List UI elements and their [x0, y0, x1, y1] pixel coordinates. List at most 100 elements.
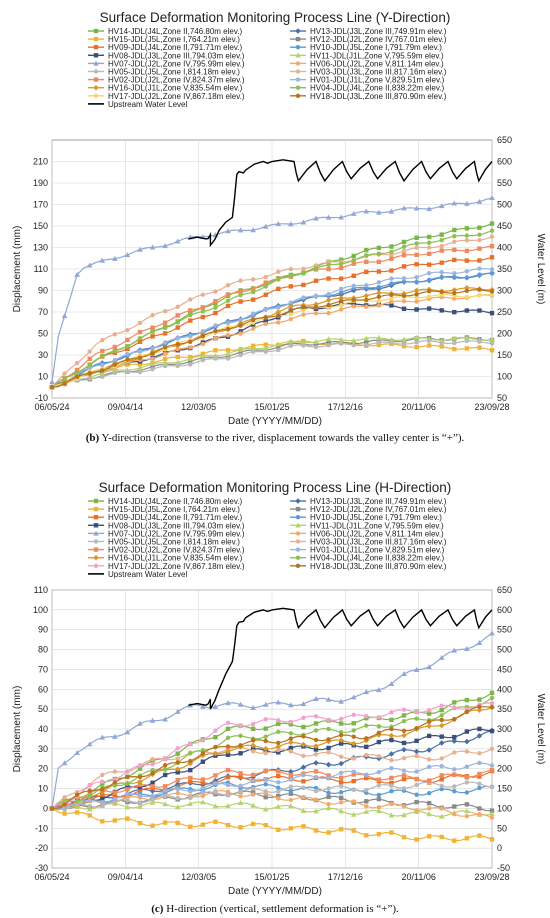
- data-point: [464, 814, 470, 819]
- data-point: [364, 342, 369, 348]
- series-9: [49, 195, 495, 385]
- series-11: [49, 338, 495, 390]
- data-point: [438, 722, 445, 729]
- legend-item: HV09-JDL(J4L,Zone II,791.71m elev.): [88, 43, 242, 52]
- data-point: [376, 792, 382, 798]
- legend-item: HV05-JDL(J5L,Zone I,814.18m elev.): [88, 538, 240, 547]
- data-point: [288, 788, 294, 794]
- caption-b-letter: (b): [85, 432, 100, 444]
- data-point: [426, 806, 432, 811]
- data-point: [162, 345, 168, 350]
- data-point: [376, 783, 382, 788]
- legend-swatch-marker: [93, 28, 99, 34]
- data-point: [389, 276, 394, 281]
- legend-item: HV07-JDL(J2L,Zone IV,795.99m elev.): [88, 59, 245, 68]
- data-point: [200, 352, 206, 358]
- data-point: [225, 803, 231, 809]
- data-point: [426, 733, 432, 739]
- legend-label: HV16-JDL(J1L,Zone V,835.54m elev.): [108, 554, 243, 563]
- data-point: [276, 773, 281, 779]
- legend-swatch-marker: [295, 563, 301, 568]
- data-point: [326, 794, 331, 800]
- data-point: [49, 379, 55, 385]
- data-point: [351, 772, 356, 777]
- data-point: [338, 775, 344, 780]
- data-point: [276, 729, 281, 735]
- data-point: [225, 298, 231, 303]
- data-point: [477, 232, 482, 237]
- series-line: [51, 267, 493, 388]
- data-point: [376, 285, 382, 290]
- data-point: [276, 769, 281, 774]
- chart-title: Surface Deformation Monitoring Process L…: [100, 10, 451, 25]
- data-point: [325, 214, 332, 220]
- data-point: [288, 317, 294, 322]
- data-point: [275, 803, 282, 809]
- data-point: [426, 711, 432, 716]
- data-point: [439, 340, 444, 346]
- data-point: [426, 790, 432, 796]
- data-point: [175, 786, 180, 792]
- data-point: [263, 726, 268, 731]
- data-point: [477, 272, 482, 277]
- y2-tick-label: 300: [497, 724, 512, 734]
- data-point: [376, 808, 382, 814]
- data-point: [301, 794, 306, 800]
- data-point: [489, 348, 495, 353]
- data-point: [213, 289, 218, 294]
- series-3: [49, 806, 495, 843]
- data-point: [238, 292, 243, 298]
- data-point: [389, 340, 394, 345]
- legend-item: HV09-JDL(J4L,Zone II,791.71m elev.): [88, 513, 242, 522]
- legend-label: HV04-JDL(J4L,Zone II,838.22m elev.): [310, 554, 444, 563]
- data-point: [313, 788, 319, 794]
- data-point: [276, 747, 281, 753]
- data-point: [301, 266, 306, 272]
- data-point: [112, 818, 118, 823]
- data-point: [489, 234, 495, 239]
- data-point: [250, 297, 256, 302]
- data-point: [325, 761, 332, 768]
- data-point: [288, 300, 294, 305]
- data-point: [452, 247, 457, 253]
- data-point: [238, 723, 243, 728]
- data-point: [225, 303, 231, 309]
- data-point: [351, 342, 356, 348]
- data-point: [276, 785, 281, 790]
- series-line: [51, 197, 493, 382]
- y2-tick-label: 350: [497, 704, 512, 714]
- data-point: [364, 304, 369, 309]
- data-point: [326, 302, 331, 308]
- legend-swatch-marker: [295, 69, 301, 74]
- data-point: [137, 782, 143, 787]
- legend-swatch-marker: [93, 506, 99, 512]
- data-point: [350, 337, 357, 343]
- data-point: [225, 292, 231, 297]
- data-point: [464, 346, 470, 351]
- data-point: [376, 290, 382, 296]
- legend-swatch-marker: [295, 506, 301, 512]
- data-point: [125, 769, 130, 774]
- data-point: [401, 293, 407, 298]
- data-point: [389, 788, 394, 794]
- data-point: [225, 347, 231, 353]
- data-point: [275, 699, 282, 705]
- data-point: [426, 271, 432, 276]
- data-point: [188, 741, 193, 747]
- data-point: [288, 784, 294, 789]
- data-point: [263, 342, 268, 347]
- data-point: [137, 246, 143, 252]
- data-point: [100, 803, 105, 809]
- data-point: [288, 311, 294, 317]
- caption-b-text: Y-direction (transverse to the river, di…: [99, 432, 465, 444]
- data-point: [376, 245, 382, 251]
- data-point: [464, 808, 470, 814]
- data-point: [188, 758, 193, 764]
- data-point: [413, 287, 420, 294]
- legend-item: HV18-JDL(J3L,Zone III,870.90m elev.): [290, 562, 447, 571]
- data-point: [288, 731, 294, 736]
- data-point: [301, 734, 306, 739]
- data-point: [237, 346, 244, 352]
- data-point: [150, 325, 155, 330]
- data-point: [87, 797, 92, 803]
